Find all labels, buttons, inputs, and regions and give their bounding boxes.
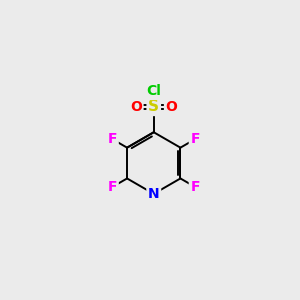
- Text: O: O: [130, 100, 142, 114]
- Text: Cl: Cl: [146, 84, 161, 98]
- Text: F: F: [190, 180, 200, 194]
- Text: S: S: [148, 99, 159, 114]
- Text: F: F: [108, 132, 117, 146]
- Text: F: F: [108, 180, 117, 194]
- Text: N: N: [148, 187, 160, 201]
- Text: O: O: [166, 100, 177, 114]
- Text: F: F: [190, 132, 200, 146]
